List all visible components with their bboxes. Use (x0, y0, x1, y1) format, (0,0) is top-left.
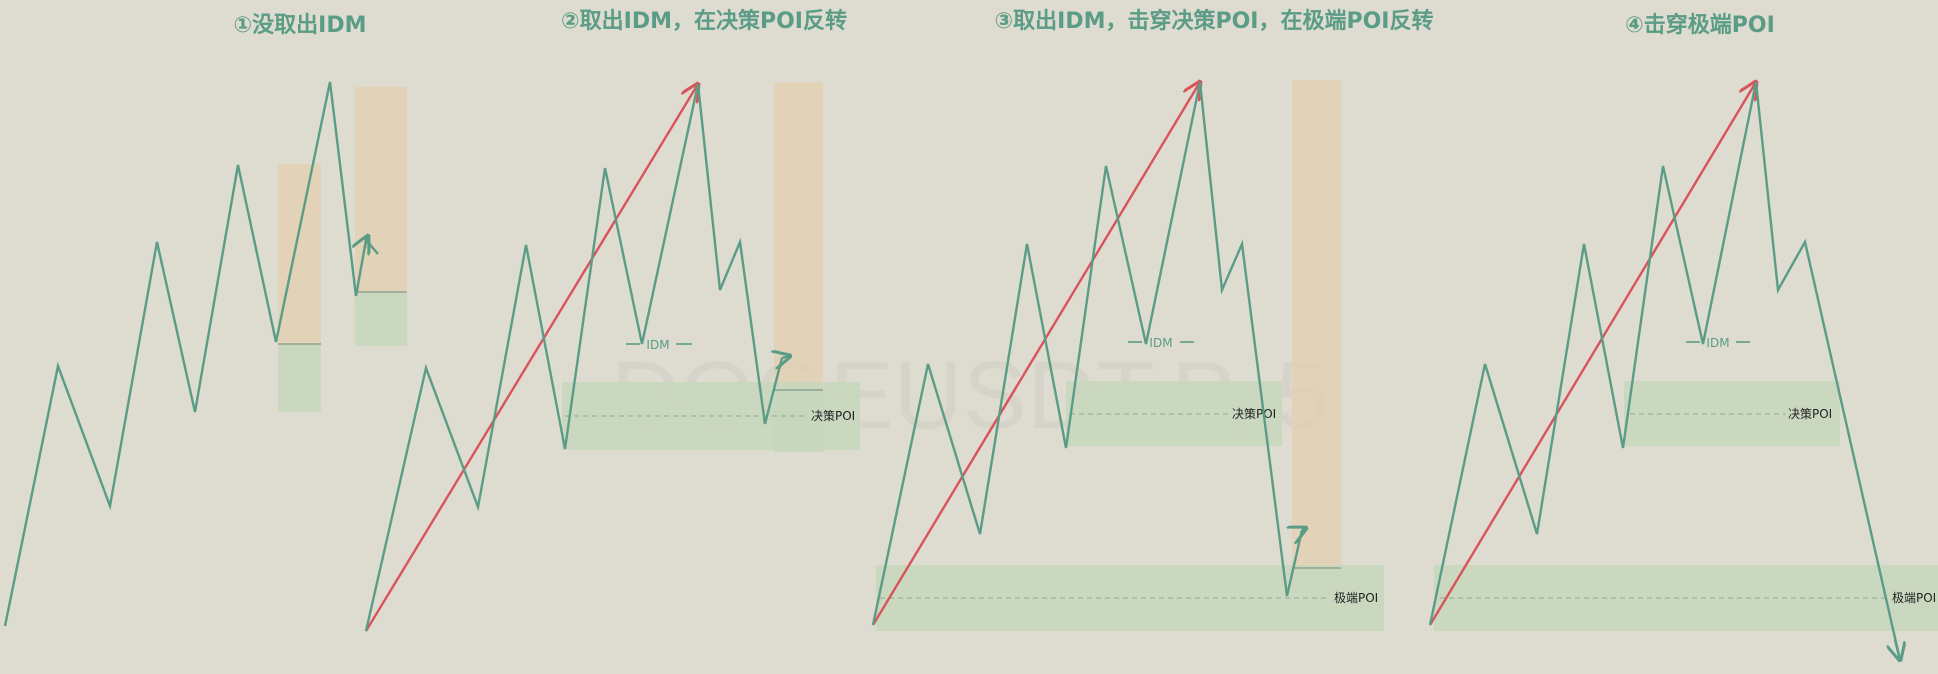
panel-3: ③取出IDM，击穿决策POI，在极端POI反转 IDM 决策POI 极端POI (871, 8, 1434, 631)
panel-2-orange-zone (774, 82, 823, 390)
panel-2-price-path (364, 83, 784, 632)
panel-2-arrowhead (782, 356, 790, 358)
panel-3-red-arrow (871, 82, 1200, 626)
panel-2-green-zone (774, 390, 823, 452)
panel-3-arrowhead (1302, 528, 1306, 530)
panel-1-arrowhead (365, 236, 368, 248)
panel-3-orange-zone (1292, 80, 1341, 568)
panel-1: ①没取出IDM (3, 13, 407, 627)
panel-4-extreme-label: 极端POI (1892, 591, 1936, 605)
panel-4-poi-label: 决策POI (1788, 407, 1832, 421)
panel-3-extreme-poi-zone (876, 565, 1384, 631)
panel-2-title: ②取出IDM，在决策POI反转 (561, 8, 847, 34)
panel-4-title: ④击穿极端POI (1625, 12, 1775, 38)
panel-4: ④击穿极端POI IDM 决策POI 极端POI (1428, 12, 1938, 661)
panel-3-poi-label: 决策POI (1232, 407, 1276, 421)
panel-3-extreme-label: 极端POI (1334, 591, 1378, 605)
panel-1-price-path (3, 81, 358, 627)
panel-4-price-path (1428, 81, 1902, 661)
panel-2-idm-label: IDM (646, 338, 669, 352)
panel-1-green-zone-1 (278, 344, 321, 412)
panel-2: ②取出IDM，在决策POI反转 IDM 决策POI (364, 8, 860, 632)
panel-1-orange-zone-1 (278, 164, 321, 344)
panel-3-title: ③取出IDM，击穿决策POI，在极端POI反转 (995, 8, 1434, 34)
panel-1-title: ①没取出IDM (234, 13, 367, 38)
panel-2-red-arrow (364, 84, 698, 632)
panel-4-arrowhead (1895, 639, 1900, 660)
panel-2-poi-label: 决策POI (811, 409, 855, 423)
panel-4-idm-label: IDM (1706, 336, 1729, 350)
panel-3-idm-label: IDM (1149, 336, 1172, 350)
panel-3-price-path (871, 81, 1304, 626)
panel-4-red-arrow (1428, 82, 1756, 626)
panel-1-green-zone-2 (355, 292, 407, 346)
